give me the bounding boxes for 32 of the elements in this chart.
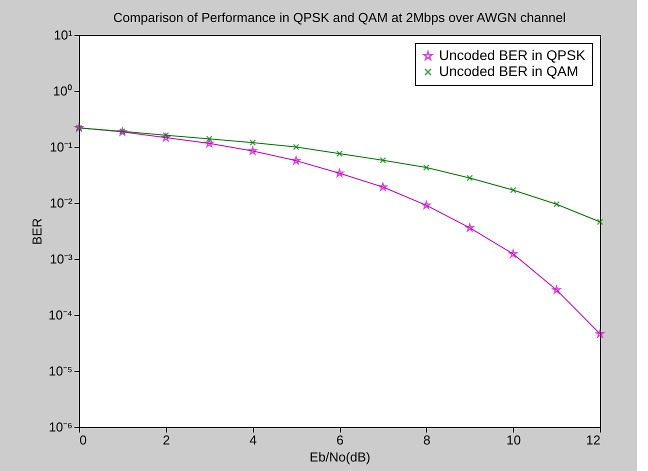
point [206, 136, 212, 142]
y-tick-label: 10⁻⁵ [48, 364, 72, 378]
y-tick-label: 10⁻⁴ [48, 308, 72, 322]
x-tick-label: 8 [423, 432, 430, 448]
y-tick-label: 10⁻⁶ [48, 420, 72, 434]
x-axis-title: Eb/No(dB) [310, 450, 370, 464]
x-tick-label: 12 [586, 432, 600, 448]
x-tick-label: 6 [336, 432, 344, 448]
x-tick-label: 2 [162, 432, 170, 448]
legend-label: Uncoded BER in QPSK [439, 47, 586, 63]
point [553, 201, 560, 208]
x-tick-label: 0 [80, 432, 87, 448]
point [466, 174, 473, 182]
point [336, 150, 343, 157]
x-tick-label: 10 [506, 432, 521, 448]
y-tick-label: 10⁰ [53, 84, 72, 98]
y-axis-title: BER [29, 218, 44, 245]
point [249, 139, 256, 146]
y-tick-label: 10⁻² [50, 196, 74, 210]
x-tick-label: 4 [250, 432, 257, 448]
point [510, 186, 516, 194]
point [292, 144, 300, 150]
chart-title: Comparison of Performance in QPSK and QAM at 2Mbps over AWGN channel [113, 10, 566, 25]
y-tick-label: 10¹ [54, 28, 74, 42]
y-tick-label: 10⁻³ [50, 252, 74, 266]
point [596, 218, 604, 226]
point [423, 164, 430, 171]
y-tick-label: 10⁻¹ [50, 140, 74, 154]
point [335, 168, 344, 177]
point [292, 156, 300, 164]
legend-label: Uncoded BER in QAM [439, 63, 578, 79]
point [380, 157, 386, 164]
